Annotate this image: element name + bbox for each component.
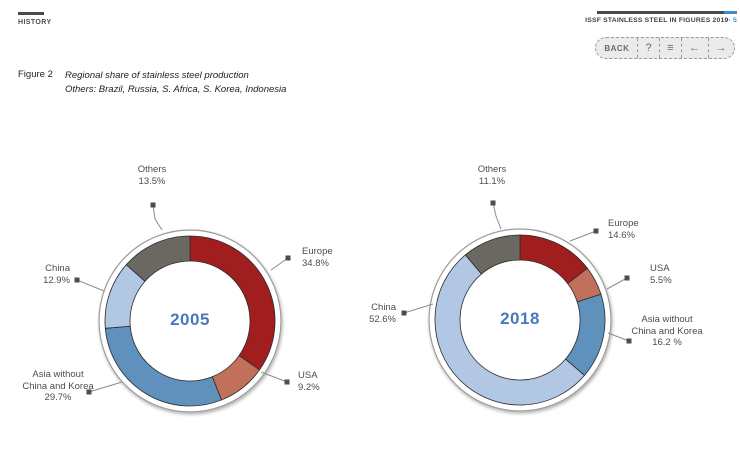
slice-label-name: USA — [650, 263, 670, 274]
slice-label-name: Asia without — [641, 314, 693, 325]
slice-label-europe-2018: Europe 14.6% — [608, 218, 672, 241]
leader-marker-asia-without-china-and-korea-2005 — [86, 389, 92, 395]
leader-line-others-2018 — [492, 202, 502, 230]
figure-subtitle: Others: Brazil, Russia, S. Africa, S. Ko… — [65, 84, 287, 95]
slice-label-value: 16.2 % — [652, 337, 682, 348]
leader-marker-europe-2018 — [593, 228, 599, 234]
leader-marker-china-2005 — [74, 277, 80, 283]
slice-label-name: Europe — [608, 218, 639, 229]
leader-line-usa-2005 — [260, 371, 288, 383]
figure-label: Figure 2 — [18, 69, 53, 80]
next-page-arrow-icon[interactable]: → — [707, 38, 735, 58]
slice-label-asia-without-china-and-korea-2018: Asia without China and Korea 16.2 % — [623, 314, 711, 349]
slice-label-value: 34.8% — [302, 257, 329, 269]
section-label-history[interactable]: HISTORY — [18, 19, 52, 26]
slice-label-name: China — [371, 302, 396, 313]
menu-icon[interactable]: ≡ — [659, 38, 681, 58]
leader-line-china-2005 — [76, 279, 105, 292]
slice-label-name: USA — [298, 370, 318, 381]
leader-marker-usa-2005 — [284, 379, 290, 385]
slice-label-usa-2018: USA 5.5% — [650, 263, 710, 286]
leader-line-asia-without-china-and-korea-2018 — [607, 332, 630, 342]
donut-center-year-2005: 2005 — [170, 310, 210, 329]
prev-page-arrow-icon[interactable]: ← — [681, 38, 708, 58]
page-number: 5 — [733, 17, 737, 24]
section-tab-bar — [18, 12, 44, 15]
slice-label-name: Others — [137, 164, 167, 175]
book-title: ISSF STAINLESS STEEL IN FIGURES 2019· 5 — [585, 17, 737, 24]
slice-label-name: Asia without — [32, 369, 84, 380]
figure-caption-text: Regional share of stainless steel produc… — [65, 69, 286, 97]
slice-label-name: Europe — [302, 246, 333, 257]
leader-line-europe-2018 — [569, 230, 597, 242]
slice-label-name: China and Korea — [631, 325, 703, 337]
back-button[interactable]: BACK — [604, 43, 630, 53]
slice-label-value: 9.2% — [298, 381, 320, 393]
donut-slice-others-2018 — [465, 234, 521, 275]
viewer-nav: BACK ? ≡ ← → — [595, 37, 735, 59]
slice-label-value: 29.7% — [44, 392, 72, 403]
slice-label-china-2018: China 52.6% — [344, 302, 396, 325]
slice-label-usa-2005: USA 9.2% — [298, 370, 362, 393]
figure-title: Regional share of stainless steel produc… — [65, 70, 249, 81]
slice-label-value: 11.1% — [478, 175, 506, 187]
slice-label-value: 12.9% — [43, 274, 70, 286]
help-button[interactable]: ? — [637, 38, 659, 58]
donut-slice-china-2018 — [434, 254, 585, 406]
slice-label-name: China and Korea — [22, 380, 94, 392]
leader-marker-others-2018 — [490, 200, 496, 206]
figure-caption: Figure 2 Regional share of stainless ste… — [18, 69, 286, 97]
slice-label-asia-without-china-and-korea-2005: Asia without China and Korea 29.7% — [16, 369, 100, 404]
leader-marker-others-2005 — [150, 202, 156, 208]
leader-line-usa-2018 — [606, 277, 628, 290]
leader-line-china-2018 — [403, 303, 434, 314]
book-title-separator: · — [728, 17, 731, 24]
slice-label-value: 5.5% — [650, 274, 672, 286]
header-rule-accent — [724, 11, 737, 14]
book-header: ISSF STAINLESS STEEL IN FIGURES 2019· 5 — [585, 11, 737, 24]
slice-label-europe-2005: Europe 34.8% — [302, 246, 366, 269]
leader-line-asia-without-china-and-korea-2005 — [88, 381, 123, 393]
leader-marker-asia-without-china-and-korea-2018 — [626, 338, 632, 344]
slice-label-name: Others — [477, 164, 507, 175]
leader-line-others-2005 — [152, 204, 163, 231]
book-title-text: ISSF STAINLESS STEEL IN FIGURES 2019 — [585, 17, 729, 24]
donut-center-year-2018: 2018 — [500, 309, 540, 328]
slice-label-value: 13.5% — [138, 175, 166, 187]
slice-label-name: China — [45, 263, 70, 274]
leader-marker-usa-2018 — [624, 275, 630, 281]
header-rule — [597, 11, 737, 14]
slice-label-china-2005: China 12.9% — [16, 263, 70, 286]
slice-label-value: 52.6% — [369, 313, 396, 325]
donut-slice-others-2005 — [125, 235, 191, 282]
slice-label-value: 14.6% — [608, 229, 635, 241]
section-header: HISTORY — [18, 12, 52, 26]
slice-label-others-2005: Others 13.5% — [112, 164, 192, 187]
leader-line-europe-2005 — [270, 257, 289, 271]
leader-marker-china-2018 — [401, 310, 407, 316]
leader-marker-europe-2005 — [285, 255, 291, 261]
slice-label-others-2018: Others 11.1% — [452, 164, 532, 187]
